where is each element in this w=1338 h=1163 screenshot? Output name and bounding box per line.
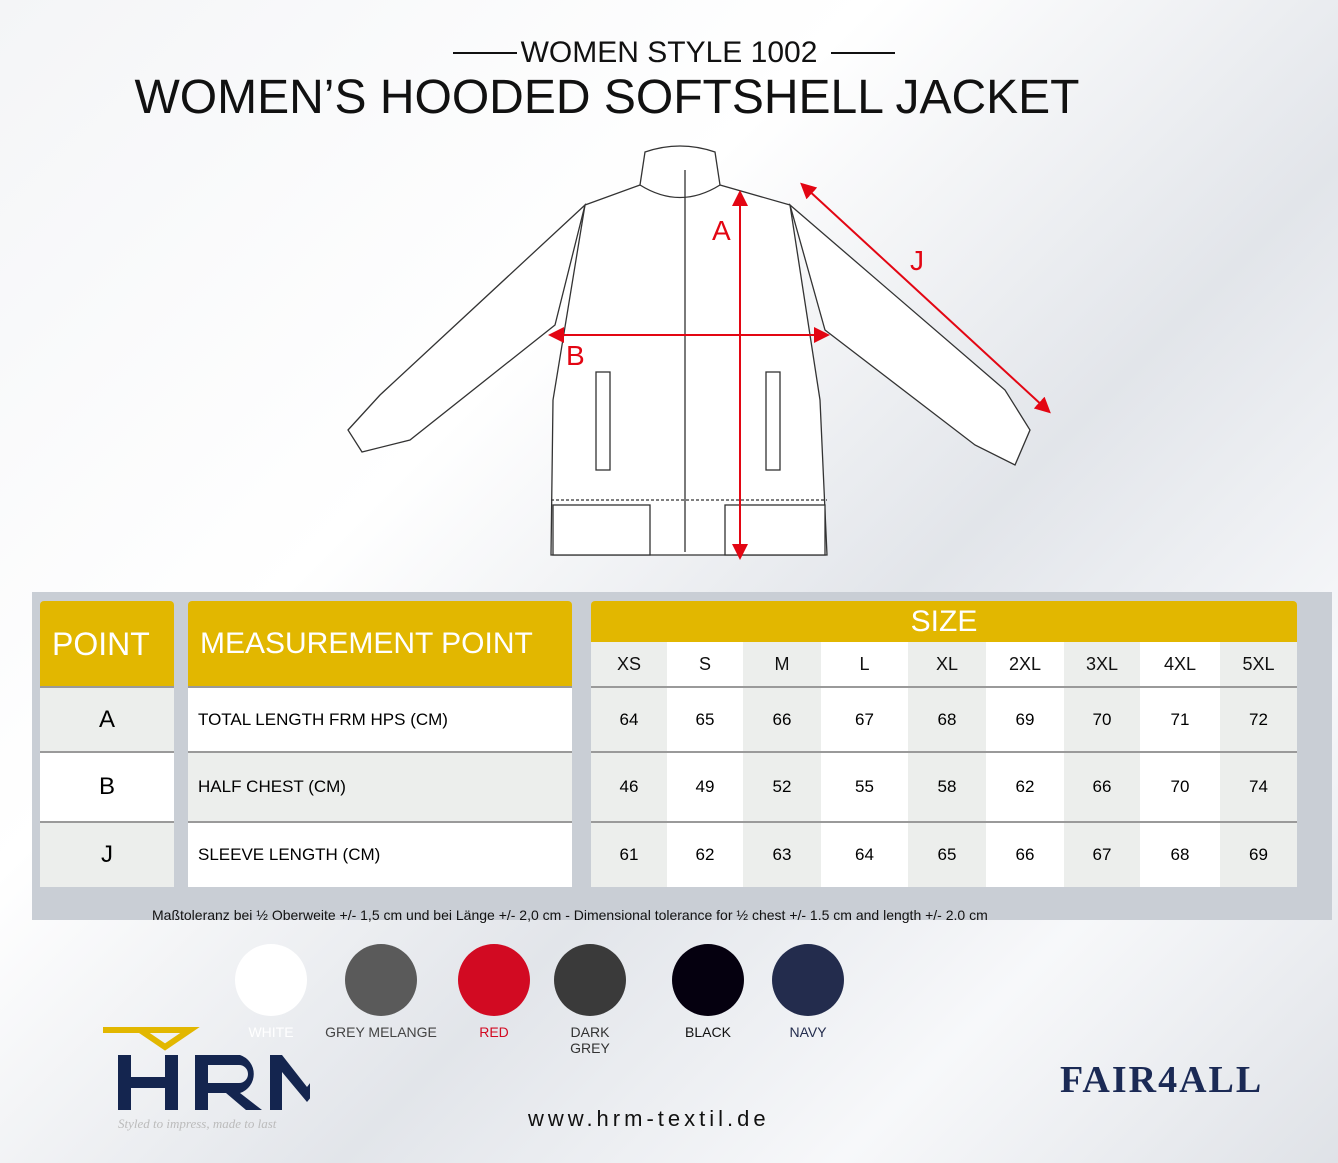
size-col-header: L: [821, 642, 908, 687]
swatch-red: [458, 944, 530, 1016]
size-col-header: 2XL: [986, 642, 1064, 687]
value-cell: 64: [591, 687, 667, 752]
point-cell: A: [40, 687, 174, 752]
value-cell: 66: [1064, 752, 1140, 822]
measurement-cell: SLEEVE LENGTH (CM): [188, 822, 572, 887]
size-col-header: 5XL: [1220, 642, 1297, 687]
website-link[interactable]: www.hrm-textil.de: [528, 1106, 770, 1131]
size-header: SIZE: [591, 601, 1297, 642]
logo-tagline: Styled to impress, made to last: [118, 1116, 277, 1131]
page-title: WOMEN’S HOODED SOFTSHELL JACKET: [134, 71, 1080, 124]
value-cell: 62: [986, 752, 1064, 822]
value-cell: 68: [908, 687, 986, 752]
point-cell: B: [40, 752, 174, 822]
title-dash-right: [831, 52, 895, 54]
swatch-label: BLACK: [685, 1024, 731, 1040]
swatch-label: WHITE: [248, 1024, 294, 1040]
value-cell: 49: [667, 752, 743, 822]
row-divider: [40, 821, 174, 823]
value-cell: 65: [667, 687, 743, 752]
label-b: B: [566, 340, 585, 371]
swatch-navy: [772, 944, 844, 1016]
swatch-label: RED: [479, 1024, 509, 1040]
row-divider: [591, 686, 1297, 688]
value-cell: 70: [1140, 752, 1220, 822]
value-cell: 69: [1220, 822, 1297, 887]
value-cell: 63: [743, 822, 821, 887]
value-cell: 64: [821, 822, 908, 887]
value-cell: 66: [986, 822, 1064, 887]
label-a: A: [712, 215, 731, 246]
value-cell: 68: [1140, 822, 1220, 887]
measurement-header: MEASUREMENT POINT: [188, 601, 572, 687]
tolerance-note: Maßtoleranz bei ½ Oberweite +/- 1,5 cm u…: [152, 907, 988, 923]
title-dash-left: [453, 52, 517, 54]
row-divider: [188, 751, 572, 753]
swatch-white: [235, 944, 307, 1016]
hrm-logo: Styled to impress, made to last: [103, 1027, 310, 1131]
row-divider: [591, 751, 1297, 753]
swatch-label: NAVY: [789, 1024, 827, 1040]
value-cell: 70: [1064, 687, 1140, 752]
measurement-cell: HALF CHEST (CM): [188, 752, 572, 822]
arrow-j: [800, 182, 1051, 414]
swatch-label: DARK GREY: [570, 1024, 610, 1056]
row-divider: [591, 821, 1297, 823]
value-cell: 61: [591, 822, 667, 887]
size-col-header: XS: [591, 642, 667, 687]
size-col-header: 4XL: [1140, 642, 1220, 687]
value-cell: 58: [908, 752, 986, 822]
value-cell: 52: [743, 752, 821, 822]
swatch-label: GREY MELANGE: [325, 1024, 437, 1040]
row-divider: [40, 686, 174, 688]
size-col-header: S: [667, 642, 743, 687]
value-cell: 65: [908, 822, 986, 887]
size-col-header: M: [743, 642, 821, 687]
value-cell: 66: [743, 687, 821, 752]
value-cell: 62: [667, 822, 743, 887]
value-cell: 55: [821, 752, 908, 822]
measurement-cell: TOTAL LENGTH FRM HPS (CM): [188, 687, 572, 752]
value-cell: 71: [1140, 687, 1220, 752]
jacket-diagram: A B J: [347, 145, 1051, 560]
label-j: J: [910, 245, 924, 276]
point-cell: J: [40, 822, 174, 887]
value-cell: 69: [986, 687, 1064, 752]
jacket-outline: [347, 145, 1031, 556]
row-divider: [188, 686, 572, 688]
value-cell: 46: [591, 752, 667, 822]
value-cell: 74: [1220, 752, 1297, 822]
swatch-black: [672, 944, 744, 1016]
style-subtitle: WOMEN STYLE 1002: [520, 36, 818, 69]
measurement-arrows: [548, 182, 1051, 560]
row-divider: [40, 751, 174, 753]
value-cell: 67: [821, 687, 908, 752]
row-divider: [188, 821, 572, 823]
swatch-grey-melange: [345, 944, 417, 1016]
size-col-header: 3XL: [1064, 642, 1140, 687]
size-col-header: XL: [908, 642, 986, 687]
point-header: POINT: [40, 601, 174, 687]
value-cell: 72: [1220, 687, 1297, 752]
swatch-dark-grey: [554, 944, 626, 1016]
fair4all-logo: FAIR4ALL: [1060, 1059, 1264, 1101]
value-cell: 67: [1064, 822, 1140, 887]
